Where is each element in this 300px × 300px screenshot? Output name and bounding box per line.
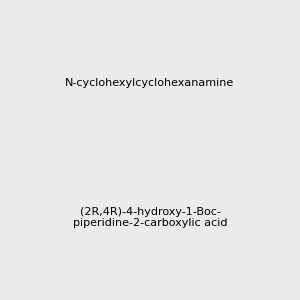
Text: N-cyclohexylcyclohexanamine: N-cyclohexylcyclohexanamine xyxy=(65,77,235,88)
Text: (2R,4R)-4-hydroxy-1-Boc-
piperidine-2-carboxylic acid: (2R,4R)-4-hydroxy-1-Boc- piperidine-2-ca… xyxy=(73,207,227,228)
